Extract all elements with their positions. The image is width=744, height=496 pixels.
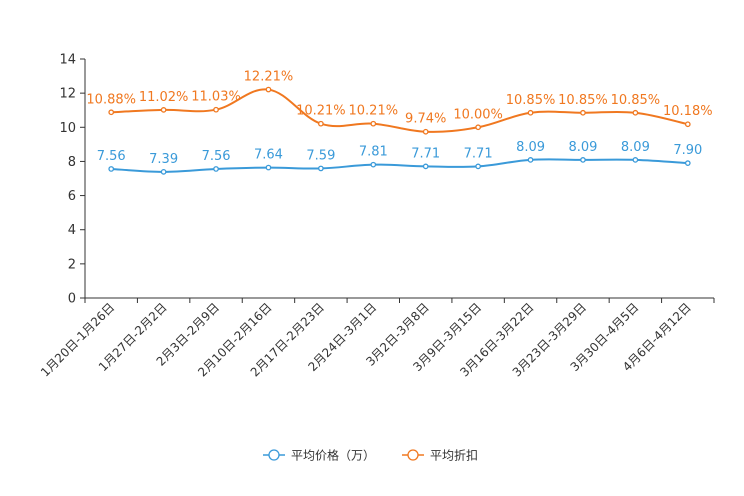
data-point[interactable] bbox=[265, 86, 272, 93]
legend-marker-icon bbox=[268, 449, 280, 461]
y-tick-label: 6 bbox=[68, 189, 76, 204]
series-avg-price: 7.56 7.39 7.56 7.64 7.59 7.81 7.71 7.71 8.09 8.09… bbox=[97, 140, 702, 175]
data-label: 7.56 bbox=[97, 149, 126, 164]
data-label: 8.09 bbox=[621, 140, 650, 155]
y-tick-label: 8 bbox=[68, 155, 76, 170]
data-label: 7.71 bbox=[464, 146, 493, 161]
data-point[interactable] bbox=[580, 109, 586, 116]
series-line bbox=[111, 158, 688, 173]
data-point[interactable] bbox=[684, 160, 691, 166]
legend-label: 平均折扣 bbox=[430, 448, 478, 463]
data-point[interactable] bbox=[318, 165, 324, 172]
data-label: 7.71 bbox=[411, 146, 440, 161]
data-label: 7.90 bbox=[673, 143, 702, 158]
data-label: 7.56 bbox=[202, 149, 231, 164]
data-label: 8.09 bbox=[516, 140, 545, 155]
data-label: 12.21% bbox=[244, 70, 294, 85]
data-point[interactable] bbox=[160, 107, 167, 113]
data-label: 10.21% bbox=[349, 104, 399, 119]
data-label: 7.64 bbox=[254, 148, 283, 163]
y-tick-label: 14 bbox=[59, 53, 76, 68]
data-point[interactable] bbox=[580, 157, 586, 163]
data-point[interactable] bbox=[318, 120, 324, 127]
data-point[interactable] bbox=[108, 109, 115, 116]
data-label: 10.85% bbox=[611, 93, 661, 108]
data-point[interactable] bbox=[213, 166, 219, 172]
legend-label: 平均价格（万） bbox=[291, 448, 375, 463]
legend-marker-icon bbox=[407, 449, 419, 461]
series-layer: 7.56 7.39 7.56 7.64 7.59 7.81 7.71 7.71 8.09 8.09… bbox=[86, 70, 713, 175]
data-label: 10.85% bbox=[558, 93, 608, 108]
data-label: 10.21% bbox=[296, 104, 346, 119]
y-tick-label: 4 bbox=[68, 223, 76, 238]
data-point[interactable] bbox=[632, 157, 639, 163]
data-point[interactable] bbox=[475, 124, 481, 131]
data-point[interactable] bbox=[370, 120, 377, 127]
legend-item[interactable]: 平均折扣 bbox=[402, 448, 478, 463]
data-label: 7.81 bbox=[359, 145, 388, 160]
data-point[interactable] bbox=[475, 163, 481, 170]
data-label: 10.85% bbox=[506, 93, 556, 108]
y-tick-label: 0 bbox=[68, 292, 76, 307]
y-tick-label: 10 bbox=[59, 121, 76, 136]
y-tick-label: 2 bbox=[68, 257, 76, 272]
data-label: 7.39 bbox=[149, 152, 178, 167]
data-point[interactable] bbox=[213, 106, 219, 113]
data-label: 11.03% bbox=[191, 90, 241, 105]
data-point[interactable] bbox=[684, 121, 691, 128]
data-label: 11.02% bbox=[139, 90, 189, 105]
data-label: 10.00% bbox=[453, 107, 503, 122]
y-tick-label: 12 bbox=[59, 87, 76, 102]
series-avg-discount: 10.88% 11.02% 11.03%12.21% 10.21% 10.21% 9.74… bbox=[86, 70, 713, 135]
data-label: 7.59 bbox=[306, 148, 335, 163]
data-point[interactable] bbox=[370, 161, 377, 168]
data-point[interactable] bbox=[632, 109, 639, 116]
data-point[interactable] bbox=[160, 168, 167, 175]
data-point[interactable] bbox=[422, 163, 429, 170]
data-point[interactable] bbox=[108, 166, 115, 172]
data-label: 8.09 bbox=[568, 140, 597, 155]
data-label: 10.18% bbox=[663, 104, 713, 119]
legend-item[interactable]: 平均价格（万） bbox=[263, 448, 375, 463]
data-label: 10.88% bbox=[86, 92, 136, 107]
data-point[interactable] bbox=[265, 164, 272, 171]
data-point[interactable] bbox=[527, 109, 534, 116]
legend: 平均价格（万） 平均折扣 bbox=[263, 448, 478, 463]
series-line bbox=[111, 88, 689, 133]
data-label: 9.74% bbox=[405, 112, 446, 127]
data-point[interactable] bbox=[422, 128, 429, 135]
data-point[interactable] bbox=[527, 157, 534, 163]
